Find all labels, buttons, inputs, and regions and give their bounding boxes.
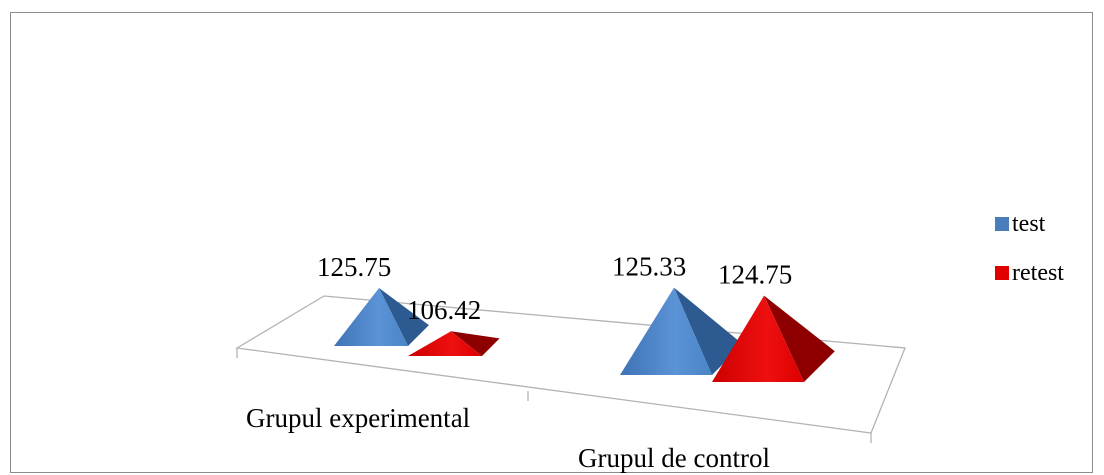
data-label-test-0: 125.75 <box>317 252 391 282</box>
pyramid-front-test-0 <box>334 287 408 346</box>
pyramid-side-retest-1 <box>764 295 835 382</box>
legend-label-retest: retest <box>1012 260 1064 286</box>
legend-swatch-retest <box>995 266 1009 280</box>
data-label-test-1: 125.33 <box>612 252 686 282</box>
category-label-control: Grupul de control <box>578 443 770 473</box>
category-label-experimental: Grupul experimental <box>246 403 470 433</box>
data-labels: 125.75 106.42 125.33 124.75 <box>317 252 792 326</box>
pyramid-series <box>334 287 835 382</box>
pyramid-front-retest-1 <box>712 295 804 382</box>
data-label-retest-1: 124.75 <box>718 260 792 290</box>
legend-swatch-test <box>995 217 1009 231</box>
pyramid-side-test-0 <box>379 287 429 346</box>
pyramid-side-retest-0 <box>451 331 500 356</box>
data-label-retest-0: 106.42 <box>407 295 481 325</box>
legend-label-test: test <box>1012 211 1046 237</box>
chart-area <box>10 12 1093 473</box>
pyramid-front-retest-0 <box>408 331 482 356</box>
legend: test retest <box>995 211 1064 286</box>
pyramid-front-test-1 <box>620 287 712 375</box>
pyramid-side-test-1 <box>674 287 743 375</box>
